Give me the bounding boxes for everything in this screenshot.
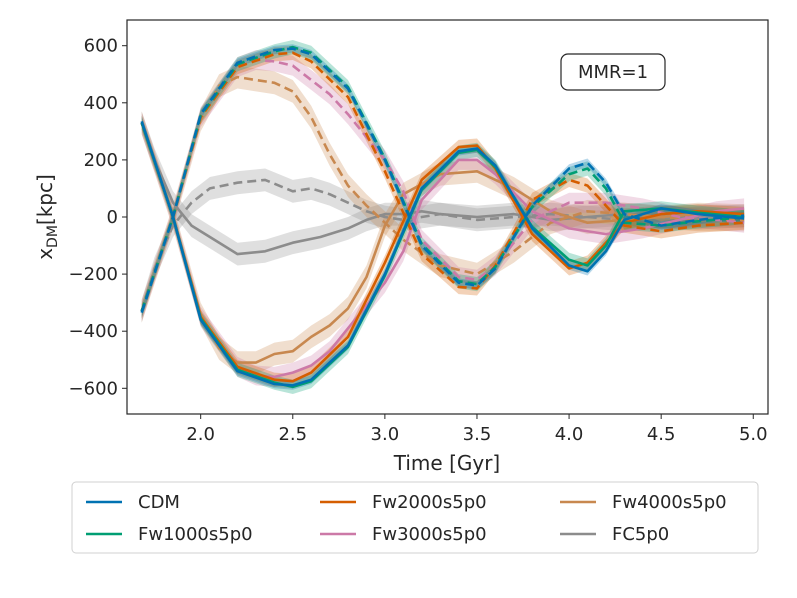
annotation-text: MMR=1 (578, 62, 648, 83)
y-axis-label-main: x (33, 248, 57, 260)
legend-label-fw4000s5p0: Fw4000s5p0 (612, 492, 727, 513)
x-axis-ticks: 2.0 2.5 3.0 3.5 4.0 4.5 5.0 (186, 414, 768, 445)
x-tick-label: 3.5 (463, 424, 492, 445)
annotation-frame (560, 53, 666, 91)
y-tick-label: 600 (84, 36, 118, 57)
fw4000s5p0-solid-band (141, 111, 745, 375)
x-tick-label: 2.5 (278, 424, 307, 445)
legend-label-fw3000s5p0: Fw3000s5p0 (372, 524, 487, 545)
y-axis-label-unit: [kpc] (33, 174, 57, 225)
x-axis-label: Time [Gyr] (393, 451, 500, 475)
y-tick-label: 200 (84, 150, 118, 171)
legend-label-fw1000s5p0: Fw1000s5p0 (138, 524, 253, 545)
annotation-box: MMR=1 (560, 53, 666, 91)
x-tick-label: 4.0 (555, 424, 584, 445)
y-tick-label: −400 (69, 321, 118, 342)
x-tick-label: 2.0 (186, 424, 215, 445)
x-tick-label: 4.5 (647, 424, 676, 445)
fw3000s5p0-dashed-line (140, 58, 745, 312)
y-tick-label: −200 (69, 264, 118, 285)
fw1000s5p0-solid-band (141, 115, 745, 394)
y-axis-label: xDM[kpc] (33, 174, 61, 260)
fc5p0-dashed-line (140, 178, 745, 312)
fc5p0-dashed-band (141, 168, 745, 323)
legend-label-cdm: CDM (138, 492, 180, 513)
legend: CDM Fw1000s5p0 Fw2000s5p0 Fw3000s5p0 Fw4000s… (71, 481, 759, 554)
y-axis-ticks: 600 400 200 0 −200 −400 −600 (69, 36, 127, 399)
legend-label-fw2000s5p0: Fw2000s5p0 (372, 492, 487, 513)
y-axis-label-sub: DM (45, 225, 61, 248)
fc5p0-solid-line (140, 122, 745, 256)
x-tick-label: 5.0 (739, 424, 768, 445)
x-tick-label: 3.0 (371, 424, 400, 445)
cdm-solid-line (140, 120, 745, 387)
y-tick-label: 0 (107, 207, 118, 228)
y-tick-label: 400 (84, 93, 118, 114)
legend-label-fc5p0: FC5p0 (612, 524, 669, 545)
fc5p0-solid-band (141, 111, 745, 266)
fw4000s5p0-dashed-line (140, 75, 745, 312)
y-tick-label: −600 (69, 378, 118, 399)
fw2000s5p0-dashed-line (140, 51, 745, 312)
series-lines (140, 45, 745, 389)
cdm-dashed-line (140, 47, 745, 314)
